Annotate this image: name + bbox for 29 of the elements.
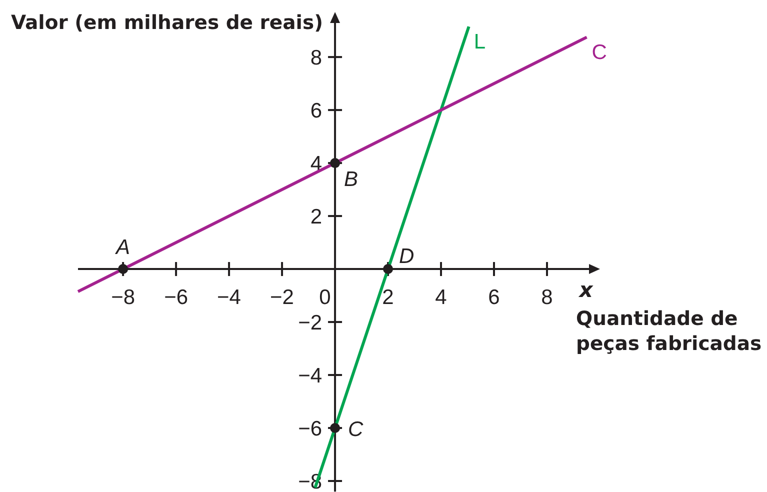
x-tick-label: 6 xyxy=(488,286,500,310)
y-tick-label: 6 xyxy=(310,100,322,123)
x-tick-label: 2 xyxy=(382,286,394,310)
x-tick-label: −6 xyxy=(164,286,188,310)
point xyxy=(383,264,394,274)
annotation: A xyxy=(114,236,130,260)
x-tick-label: −8 xyxy=(111,286,136,310)
x-tick-label: 0 xyxy=(319,286,331,310)
annotation: B xyxy=(344,168,358,192)
x-tick-label: −4 xyxy=(217,286,242,310)
series-label: L xyxy=(474,30,486,54)
y-tick-label: 2 xyxy=(310,206,322,229)
x-tick-label: 4 xyxy=(435,286,448,310)
x-tick-label: 8 xyxy=(541,286,553,310)
series-label: C xyxy=(592,41,607,64)
y-tick-label: −4 xyxy=(298,364,322,388)
y-tick-label: −2 xyxy=(298,312,322,335)
y-tick-label: 8 xyxy=(310,46,322,70)
x-axis-title: Quantidade de peças fabricadas xyxy=(576,307,762,355)
y-tick-label: 4 xyxy=(310,152,322,176)
annotation: D xyxy=(399,245,414,268)
point xyxy=(330,158,340,168)
point xyxy=(118,264,128,274)
annotation: C xyxy=(348,418,364,442)
y-axis-title: Valor (em milhares de reais) xyxy=(10,11,324,34)
point xyxy=(330,423,340,434)
y-tick-label: −6 xyxy=(298,418,322,441)
annotation: x xyxy=(578,278,594,302)
x-tick-label: −2 xyxy=(270,286,294,310)
